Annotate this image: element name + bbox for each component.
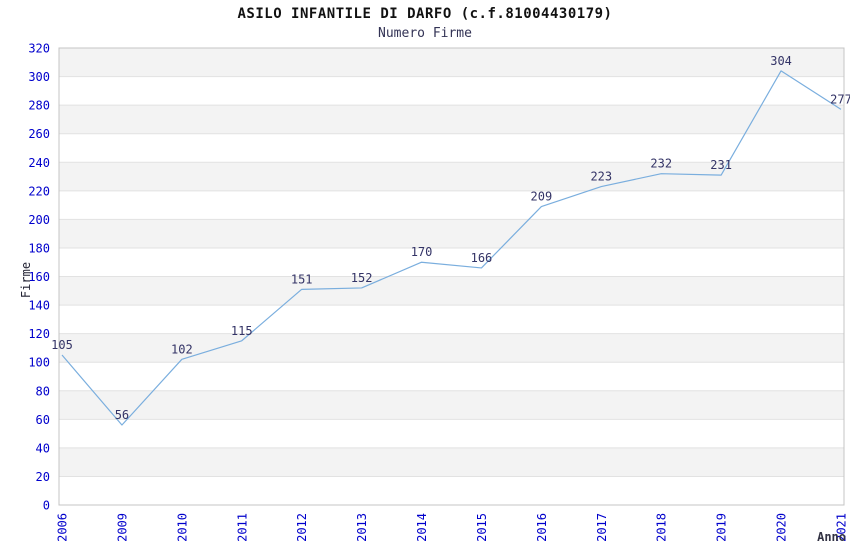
data-point-label: 105 bbox=[51, 338, 73, 352]
x-tick-label: 2006 bbox=[56, 513, 70, 542]
chart-title: ASILO INFANTILE DI DARFO (c.f.8100443017… bbox=[237, 6, 613, 22]
plot-band bbox=[59, 447, 844, 477]
y-tick-label: 60 bbox=[36, 413, 50, 427]
data-point-label: 151 bbox=[291, 272, 313, 286]
y-tick-label: 260 bbox=[28, 127, 50, 141]
x-tick-label: 2019 bbox=[715, 513, 729, 542]
data-point-label: 102 bbox=[171, 342, 193, 356]
y-tick-label: 220 bbox=[28, 184, 50, 198]
data-point-label: 166 bbox=[471, 251, 493, 265]
data-point-label: 209 bbox=[531, 190, 553, 204]
data-point-label: 170 bbox=[411, 245, 433, 259]
x-tick-label: 2011 bbox=[235, 513, 249, 542]
x-tick-label: 2012 bbox=[295, 513, 309, 542]
y-tick-label: 100 bbox=[28, 356, 50, 370]
y-tick-label: 300 bbox=[28, 70, 50, 84]
y-axis-title: Firme bbox=[19, 262, 33, 298]
y-tick-label: 200 bbox=[28, 213, 50, 227]
x-tick-label: 2017 bbox=[595, 513, 609, 542]
chart-subtitle: Numero Firme bbox=[378, 26, 472, 41]
plot-band bbox=[59, 219, 844, 248]
plot-band bbox=[59, 276, 844, 306]
data-point-label: 231 bbox=[710, 158, 732, 172]
y-tick-label: 240 bbox=[28, 156, 50, 170]
y-tick-label: 140 bbox=[28, 299, 50, 313]
y-tick-label: 40 bbox=[36, 441, 50, 455]
y-tick-label: 20 bbox=[36, 470, 50, 484]
data-point-label: 115 bbox=[231, 324, 253, 338]
data-point-label: 277 bbox=[830, 92, 850, 106]
data-point-label: 232 bbox=[650, 157, 672, 171]
x-tick-label: 2018 bbox=[655, 513, 669, 542]
data-point-label: 304 bbox=[770, 54, 792, 68]
x-tick-label: 2014 bbox=[415, 513, 429, 542]
x-tick-label: 2021 bbox=[835, 513, 849, 542]
plot-border bbox=[58, 47, 845, 506]
y-tick-label: 0 bbox=[43, 499, 50, 513]
data-point-label: 152 bbox=[351, 271, 373, 285]
y-tick-label: 280 bbox=[28, 99, 50, 113]
y-tick-label: 120 bbox=[28, 327, 50, 341]
y-tick-label: 180 bbox=[28, 241, 50, 255]
series-line bbox=[61, 70, 842, 426]
data-point-label: 56 bbox=[115, 408, 129, 422]
x-tick-label: 2010 bbox=[175, 513, 189, 542]
x-axis-title: Anno bbox=[817, 530, 846, 544]
x-tick-label: 2009 bbox=[115, 513, 129, 542]
data-point-label: 223 bbox=[590, 170, 612, 184]
plot-band bbox=[59, 390, 844, 420]
y-tick-label: 320 bbox=[28, 42, 50, 56]
x-tick-label: 2016 bbox=[535, 513, 549, 542]
plot-band bbox=[59, 105, 844, 134]
y-tick-label: 80 bbox=[36, 384, 50, 398]
plot-band bbox=[59, 162, 844, 191]
x-tick-label: 2015 bbox=[475, 513, 489, 542]
y-tick-label: 160 bbox=[28, 270, 50, 284]
x-tick-label: 2013 bbox=[355, 513, 369, 542]
plot-band bbox=[59, 48, 844, 77]
x-tick-label: 2020 bbox=[775, 513, 789, 542]
